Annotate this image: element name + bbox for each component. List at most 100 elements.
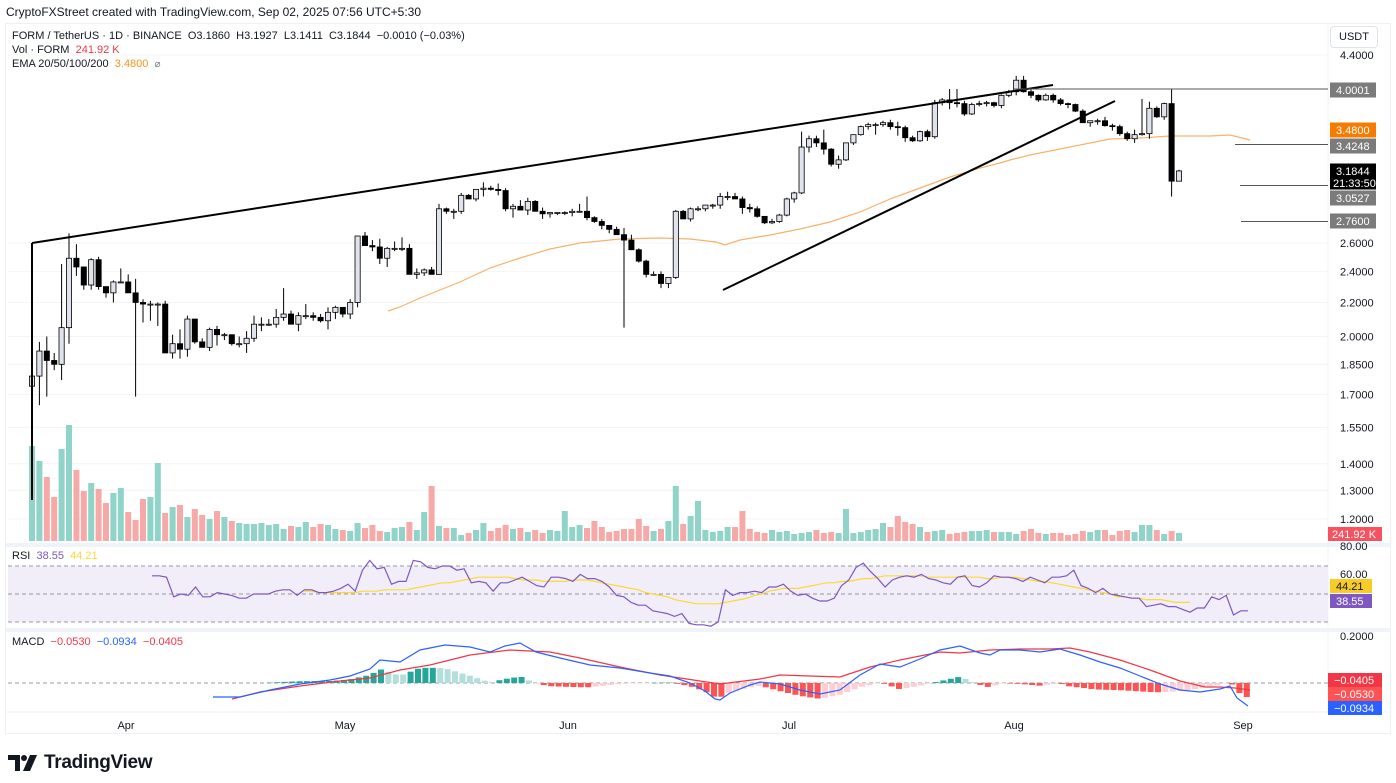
volume-bar: [687, 516, 694, 541]
macd-histogram-bar: [481, 680, 488, 683]
volume-bar: [73, 470, 80, 541]
rsi-tag: [1330, 594, 1372, 608]
macd-histogram-bar: [1206, 683, 1213, 687]
volume-bar: [117, 488, 124, 541]
macd-label[interactable]: MACD: [12, 636, 45, 648]
ema-legend: EMA 20/50/100/200 3.4800 ⌀: [12, 57, 161, 72]
macd-histogram-bar: [378, 669, 384, 683]
candle-body: [598, 221, 605, 226]
macd-histogram-bar: [400, 674, 407, 683]
volume-bar: [931, 531, 938, 541]
candle-body: [732, 196, 739, 200]
rsi-line: [152, 559, 1248, 627]
volume-bar: [924, 532, 931, 541]
candle-body: [650, 273, 657, 276]
candle-body: [1050, 94, 1057, 101]
candle-body: [1161, 103, 1168, 118]
macd-histogram-bar: [289, 681, 296, 683]
volume-bar: [88, 483, 95, 541]
month-label: Jul: [781, 720, 797, 732]
volume-bar: [872, 529, 879, 541]
candle-body: [806, 138, 813, 148]
candle-body: [421, 269, 428, 274]
volume-label[interactable]: Vol · FORM: [12, 44, 70, 56]
macd-histogram-bar: [637, 683, 643, 684]
hidden-eye-icon[interactable]: ⌀: [154, 59, 161, 70]
candle-body: [465, 194, 472, 200]
trendline: [31, 84, 1054, 244]
candle-body: [221, 334, 228, 337]
macd-histogram-bar: [1140, 683, 1147, 692]
macd-histogram-bar: [1125, 683, 1132, 691]
macd-line-value: −0.0934: [96, 636, 137, 648]
ohlc-low: L3.1411: [283, 30, 323, 42]
candle-body: [110, 281, 117, 294]
candle-body: [1013, 79, 1020, 93]
macd-tag-label: −0.0530: [1334, 689, 1374, 701]
volume-tag-label: 241.92 K: [1332, 529, 1377, 541]
candle-body: [347, 302, 354, 315]
price-tick-label: 1.8500: [1340, 359, 1374, 371]
volume-bar: [43, 477, 50, 541]
macd-histogram-bar: [1110, 683, 1117, 691]
volume-value: 241.92 K: [75, 44, 120, 56]
macd-histogram-bar: [688, 683, 695, 687]
volume-bar: [162, 513, 169, 541]
candle-body: [509, 205, 516, 210]
candle-body: [273, 316, 280, 325]
candle-body: [591, 217, 598, 222]
volume-bar: [1094, 530, 1101, 541]
candle-body: [709, 204, 716, 207]
candle-body: [310, 315, 317, 318]
macd-histogram-bar: [1021, 683, 1028, 685]
rsi-label[interactable]: RSI: [12, 550, 31, 562]
volume-bar: [724, 527, 731, 541]
macd-histogram-bar: [592, 683, 599, 687]
macd-histogram-bar: [385, 671, 392, 683]
volume-bar: [561, 511, 568, 541]
volume-bar: [317, 524, 324, 541]
volume-bar: [1153, 530, 1160, 541]
price-tick-label: 2.6000: [1340, 238, 1374, 250]
month-label: Apr: [117, 720, 135, 732]
candle-body: [236, 343, 243, 346]
macd-histogram-bar: [296, 681, 303, 683]
candle-body: [125, 281, 132, 294]
macd-histogram-bar: [859, 683, 865, 687]
macd-histogram-bar: [777, 683, 784, 692]
volume-bar: [36, 461, 43, 541]
candle-body: [1087, 120, 1094, 124]
macd-histogram-bar: [1118, 683, 1124, 691]
month-label: Aug: [1004, 720, 1024, 732]
macd-histogram-bar: [829, 683, 836, 697]
ema-line: [387, 134, 1251, 312]
macd-histogram-bar: [1177, 683, 1184, 692]
price-tick-label: 2.2000: [1340, 297, 1374, 309]
macd-histogram-bar: [415, 668, 421, 683]
volume-bar: [658, 529, 664, 541]
volume-bar: [221, 517, 228, 541]
ema-label[interactable]: EMA 20/50/100/200: [12, 58, 109, 70]
volume-bar: [894, 516, 901, 541]
tradingview-logo[interactable]: TradingView: [8, 752, 153, 774]
candle-body: [184, 318, 191, 350]
volume-bar: [650, 531, 657, 541]
macd-histogram-bar: [267, 682, 273, 684]
symbol-title[interactable]: FORM / TetherUS · 1D · BINANCE: [12, 30, 182, 42]
volume-bar: [1168, 531, 1175, 541]
candle-body: [147, 303, 154, 306]
macd-histogram-bar: [474, 678, 481, 683]
candle-body: [635, 249, 642, 262]
candle-body: [761, 215, 768, 224]
volume-bar: [813, 530, 820, 541]
currency-button[interactable]: USDT: [1330, 26, 1378, 48]
candle-body: [554, 212, 561, 214]
candle-body: [954, 102, 961, 105]
volume-bar: [746, 529, 753, 541]
volume-bar: [339, 530, 346, 541]
price-tag: [1330, 190, 1376, 206]
macd-histogram-bar: [607, 683, 614, 685]
macd-histogram-bar: [696, 683, 703, 690]
macd-histogram-bar: [518, 676, 525, 683]
